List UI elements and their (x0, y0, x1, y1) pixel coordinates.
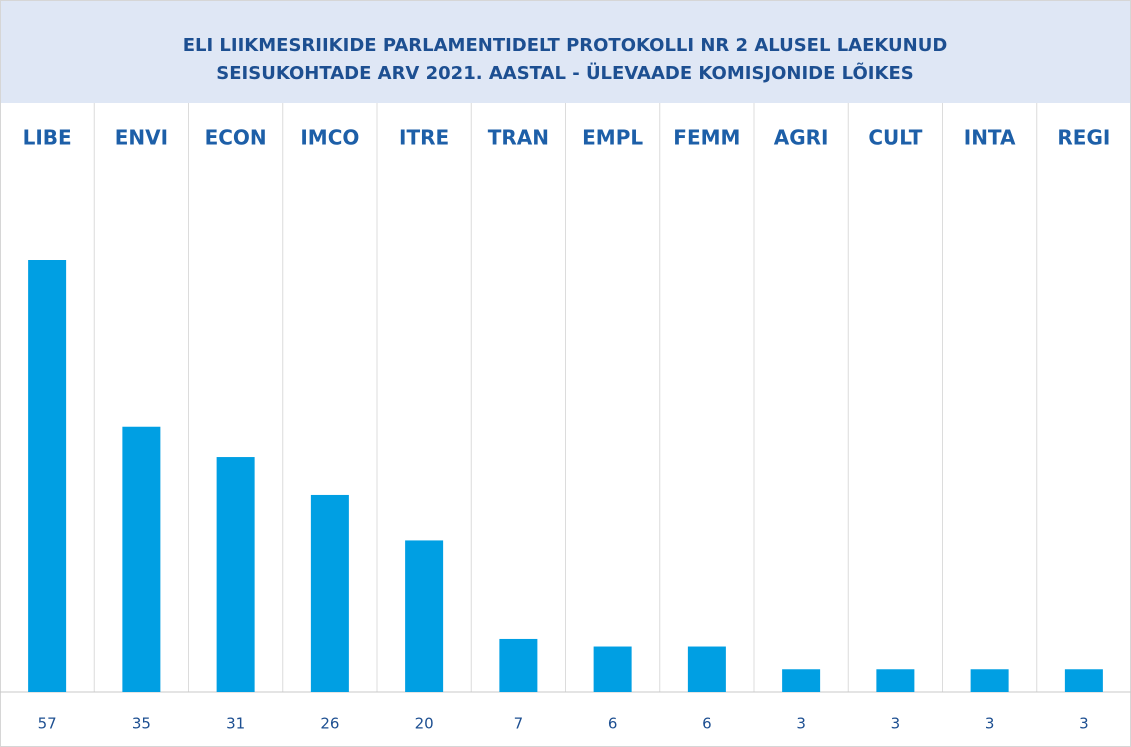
bar (122, 426, 161, 692)
bar (216, 457, 255, 692)
category-label: ITRE (399, 126, 449, 150)
bar (310, 494, 349, 692)
category-label: IMCO (300, 126, 359, 150)
title-band (0, 0, 1131, 103)
category-label: FEMM (673, 126, 740, 150)
category-label: ECON (205, 126, 267, 150)
category-label: TRAN (488, 126, 549, 150)
category-label: CULT (868, 126, 922, 150)
category-label: AGRI (774, 126, 829, 150)
bar (28, 260, 67, 692)
value-label: 57 (38, 715, 57, 733)
value-label: 26 (320, 715, 339, 733)
category-label: LIBE (23, 126, 72, 150)
bar (593, 646, 632, 692)
value-label: 3 (1079, 715, 1089, 733)
value-label: 6 (702, 715, 712, 733)
category-label: ENVI (115, 126, 168, 150)
category-label: INTA (964, 126, 1016, 150)
value-label: 3 (985, 715, 995, 733)
chart-title: SEISUKOHTADE ARV 2021. AASTAL - ÜLEVAADE… (216, 61, 913, 84)
bar (782, 669, 821, 692)
value-label: 3 (891, 715, 901, 733)
bar (1064, 669, 1103, 692)
category-label: REGI (1057, 126, 1110, 150)
value-label: 31 (226, 715, 245, 733)
value-label: 3 (796, 715, 806, 733)
bar (970, 669, 1009, 692)
value-label: 35 (132, 715, 151, 733)
bar (876, 669, 915, 692)
category-label: EMPL (582, 126, 643, 150)
bar (405, 540, 444, 692)
chart-title: ELI LIIKMESRIIKIDE PARLAMENTIDELT PROTOK… (183, 35, 948, 56)
value-label: 7 (514, 715, 524, 733)
bar (499, 638, 538, 692)
bar (687, 646, 726, 692)
value-label: 6 (608, 715, 618, 733)
value-label: 20 (415, 715, 434, 733)
